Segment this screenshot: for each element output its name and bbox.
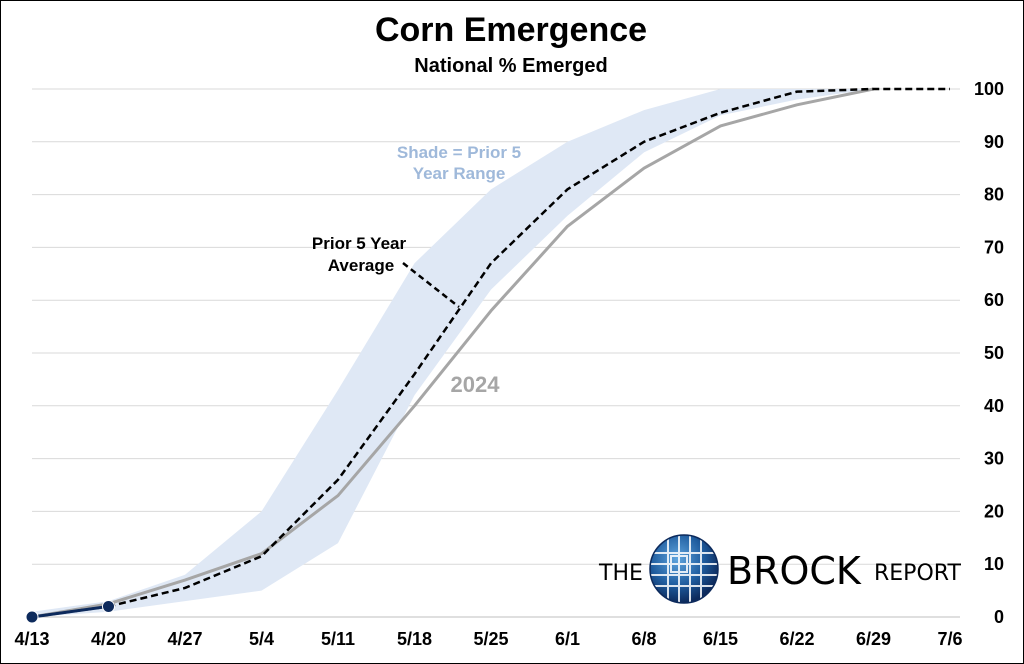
x-tick-label: 4/27 — [167, 629, 202, 649]
x-tick-label: 5/18 — [397, 629, 432, 649]
x-tick-label: 7/6 — [937, 629, 962, 649]
logo-name: BROCK — [727, 549, 862, 593]
x-axis-ticks: 4/13 4/20 4/27 5/4 5/11 5/18 5/25 6/1 6/8 6/15 6/2… — [14, 629, 962, 649]
brock-report-logo: THE — [598, 534, 961, 604]
average-label-pointer — [402, 262, 460, 308]
y-tick-label: 70 — [984, 237, 1004, 257]
y-tick-label: 80 — [984, 185, 1004, 205]
x-tick-label: 6/1 — [555, 629, 580, 649]
logo-prefix: THE — [598, 561, 643, 586]
series-line-prior-5-year-average — [31, 87, 950, 619]
x-tick-label: 4/13 — [14, 629, 49, 649]
y-axis-ticks: 0 10 20 30 40 50 60 70 80 90 100 — [974, 79, 1004, 627]
average-label: Prior 5 Year Average — [312, 234, 460, 308]
logo-suffix: REPORT — [874, 561, 961, 586]
y-tick-label: 30 — [984, 449, 1004, 469]
range-band-label: Shade = Prior 5 Year Range — [397, 143, 521, 183]
range-band-label-line-1: Shade = Prior 5 — [397, 143, 521, 162]
x-tick-label: 6/8 — [631, 629, 656, 649]
series-marker — [102, 599, 115, 613]
globe-icon — [649, 534, 719, 604]
y-tick-label: 90 — [984, 132, 1004, 152]
x-tick-label: 5/11 — [321, 629, 355, 649]
series-lines — [31, 87, 950, 619]
series-line-2024 — [31, 87, 874, 619]
x-tick-label: 6/15 — [703, 629, 738, 649]
y-tick-label: 10 — [984, 554, 1004, 574]
y-tick-label: 0 — [994, 607, 1004, 627]
x-tick-label: 6/22 — [779, 629, 814, 649]
series-2024-label: 2024 — [451, 372, 501, 397]
chart-subtitle: National % Emerged — [414, 55, 607, 77]
y-tick-label: 50 — [984, 343, 1004, 363]
range-band-label-line-2: Year Range — [413, 164, 506, 183]
y-tick-label: 100 — [974, 79, 1004, 99]
y-tick-label: 20 — [984, 501, 1004, 521]
series-markers — [25, 599, 115, 624]
x-tick-label: 6/29 — [856, 629, 891, 649]
y-tick-label: 60 — [984, 290, 1004, 310]
x-tick-label: 5/4 — [249, 629, 274, 649]
series-line-2025 — [31, 604, 109, 619]
average-label-line-1: Prior 5 Year — [312, 234, 407, 253]
x-tick-label: 5/25 — [473, 629, 508, 649]
average-label-line-2: Average — [328, 256, 394, 275]
chart-title: Corn Emergence — [375, 11, 647, 49]
series-marker — [25, 610, 39, 624]
x-tick-label: 4/20 — [91, 629, 126, 649]
y-tick-label: 40 — [984, 396, 1004, 416]
